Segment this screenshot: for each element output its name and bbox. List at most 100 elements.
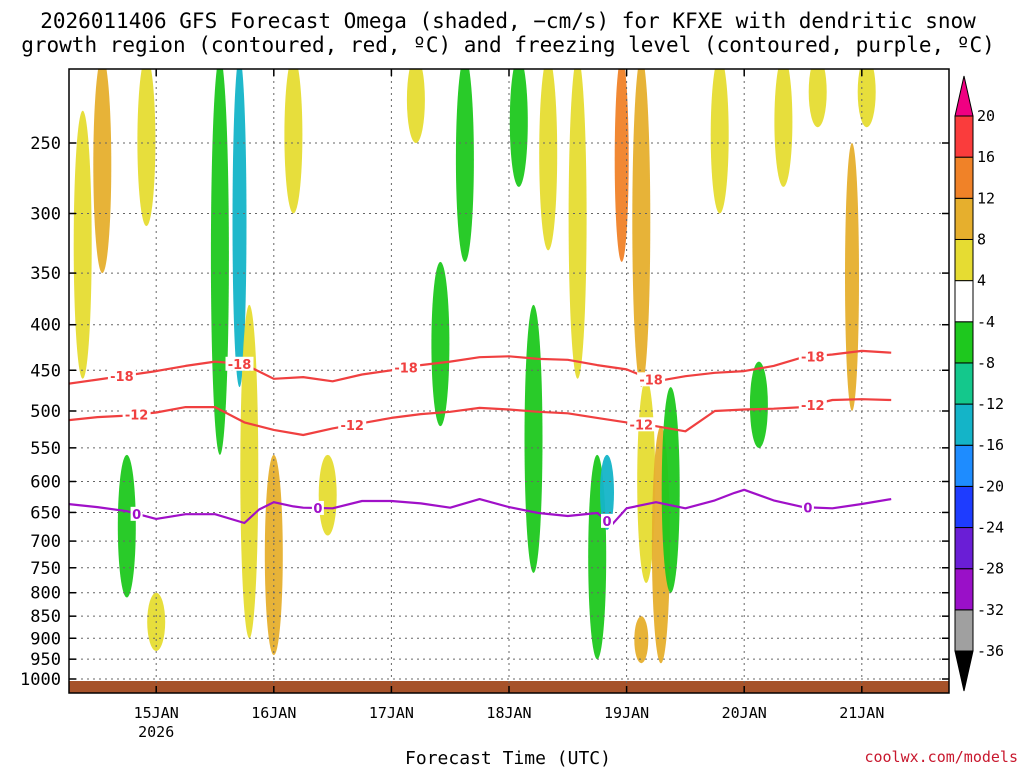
y-tick-label: 400 xyxy=(30,316,61,336)
colorbar-swatch xyxy=(954,156,974,199)
colorbar-swatch xyxy=(954,197,974,240)
omega-cell xyxy=(210,69,229,455)
contour-label-bg xyxy=(801,500,814,515)
colorbar-top-arrow xyxy=(954,75,974,117)
colorbar-swatch xyxy=(954,280,974,323)
omega-cell xyxy=(857,69,876,128)
omega-cell xyxy=(600,454,614,530)
omega-cell xyxy=(710,69,729,214)
grid-lines xyxy=(69,69,949,693)
contour-label-bg xyxy=(637,372,666,387)
y-tick-label: 650 xyxy=(30,503,61,523)
contour-label: -18 xyxy=(228,358,252,373)
y-tick-label: 550 xyxy=(30,439,61,459)
y-tick-label: 600 xyxy=(30,472,61,492)
omega-cell xyxy=(614,69,629,262)
omega-cell xyxy=(232,69,247,388)
y-tick-label: 850 xyxy=(30,607,61,627)
x-tick-label: 21JAN xyxy=(839,704,884,722)
colorbar-label: 4 xyxy=(977,272,986,290)
y-tick-label: 250 xyxy=(30,134,61,154)
contour-label: 0 xyxy=(602,515,611,530)
colorbar-swatch xyxy=(954,403,974,446)
omega-cell xyxy=(93,69,112,274)
y-tick-label: 450 xyxy=(30,361,61,381)
contour-lines: -18 -18 -18 -18 -18 -12 -12 -12 -12 0 0 0 0 xyxy=(69,349,892,530)
contour-label: -18 xyxy=(394,362,418,377)
omega-cell xyxy=(284,69,303,214)
colorbar-swatch xyxy=(954,362,974,405)
y-tick-label: 800 xyxy=(30,584,61,604)
colorbar-label: 20 xyxy=(977,107,995,125)
colorbar-label: -12 xyxy=(977,395,1004,413)
omega-cell xyxy=(661,387,680,593)
x-tick-label: 17JAN xyxy=(369,704,414,722)
dgz-contour xyxy=(69,349,892,385)
colorbar-swatch xyxy=(954,485,974,529)
contour-label-bg xyxy=(311,500,324,515)
omega-cell xyxy=(632,69,651,388)
omega-cell xyxy=(845,143,859,411)
chart-title-line1: 2026011406 GFS Forecast Omega (shaded, −… xyxy=(40,9,976,33)
contour-label: 0 xyxy=(803,501,812,516)
colorbar-label: -28 xyxy=(977,560,1004,578)
omega-cell xyxy=(539,69,558,251)
chart-title-line2: growth region (contoured, red, ºC) and f… xyxy=(21,33,995,57)
omega-shading-layer xyxy=(73,69,876,664)
dgz-contour xyxy=(69,398,892,437)
credit-text: coolwx.com/models xyxy=(864,748,1018,766)
colorbar-label: 8 xyxy=(977,230,986,248)
y-tick-label: 300 xyxy=(30,204,61,224)
contour-label: -12 xyxy=(125,409,149,424)
contour-label: -18 xyxy=(639,373,663,388)
colorbar-bottom-arrow xyxy=(954,650,974,692)
omega-cell xyxy=(318,454,337,536)
y-tick-label: 1000 xyxy=(20,670,61,690)
omega-cell xyxy=(568,69,587,379)
colorbar-swatch xyxy=(954,115,974,158)
colorbar-label: -4 xyxy=(977,313,995,331)
colorbar-label: -36 xyxy=(977,642,1004,660)
contour-label-bg xyxy=(122,407,151,422)
colorbar-label: -24 xyxy=(977,519,1004,537)
omega-cell xyxy=(117,454,136,598)
omega-cell xyxy=(240,304,259,639)
contour-label-bg xyxy=(338,417,367,432)
colorbar-swatch xyxy=(954,568,974,611)
y-axis-ticks: 2503003504004505005506006507007508008509… xyxy=(20,134,949,690)
contour-label: 0 xyxy=(132,508,141,523)
contour-label: -18 xyxy=(801,350,825,365)
contour-label-bg xyxy=(392,360,421,375)
contour-label: -12 xyxy=(801,399,825,414)
colorbar-label: 16 xyxy=(977,148,995,166)
contour-label-bg xyxy=(627,417,656,432)
y-tick-label: 350 xyxy=(30,264,61,284)
colorbar-swatch xyxy=(954,321,974,364)
contour-label: 0 xyxy=(313,502,322,517)
y-tick-label: 950 xyxy=(30,650,61,670)
y-tick-label: 900 xyxy=(30,629,61,649)
contour-label-bg xyxy=(107,369,136,384)
contour-label-bg xyxy=(130,506,143,521)
colorbar-label: -32 xyxy=(977,601,1004,619)
contour-label: -12 xyxy=(340,419,364,434)
freezing-level-contour xyxy=(69,488,892,526)
contour-label: -12 xyxy=(630,418,654,433)
x-tick-label: 20JAN xyxy=(722,704,767,722)
colorbar-swatch xyxy=(954,444,974,487)
x-tick-label: 15JAN xyxy=(134,704,179,722)
omega-cell xyxy=(524,304,543,573)
x-tick-sublabel: 2026 xyxy=(138,723,174,741)
contour-label-bg xyxy=(798,349,827,364)
y-tick-label: 700 xyxy=(30,532,61,552)
omega-cell xyxy=(73,110,92,379)
contour-label: -18 xyxy=(110,370,134,385)
contour-label-bg xyxy=(225,356,254,371)
colorbar-swatch xyxy=(954,238,974,282)
omega-cell xyxy=(137,69,156,227)
y-tick-label: 750 xyxy=(30,559,61,579)
omega-cell xyxy=(509,69,528,187)
colorbar-label: -20 xyxy=(977,477,1004,495)
omega-cell xyxy=(431,261,450,427)
